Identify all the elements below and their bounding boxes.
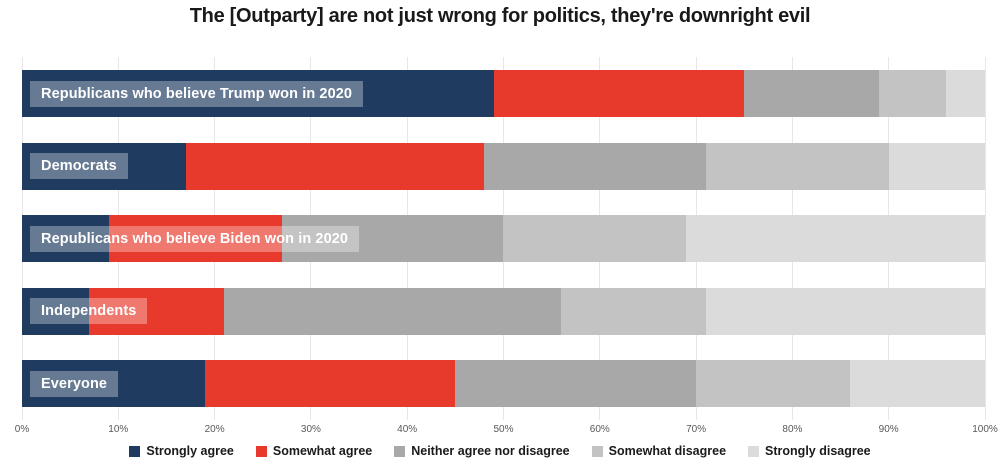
plot-area: Republicans who believe Trump won in 202… xyxy=(21,57,986,420)
bar-segment-somewhat-agree xyxy=(108,215,282,263)
bar-segment-neither-agree-nor-disagree xyxy=(224,287,562,335)
x-axis-tick-label: 20% xyxy=(204,424,225,435)
x-axis-tick-label: 50% xyxy=(493,424,514,435)
bar-segment-somewhat-agree xyxy=(204,360,456,408)
bar-segment-neither-agree-nor-disagree xyxy=(744,70,880,117)
legend: Strongly agree Somewhat agree Neither agre… xyxy=(0,444,1000,458)
x-axis-tick-label: 10% xyxy=(108,424,129,435)
legend-item: Somewhat disagree xyxy=(591,444,727,458)
x-axis-tick-label: 90% xyxy=(878,424,899,435)
bar-segment-somewhat-disagree xyxy=(705,142,889,190)
bar-segment-neither-agree-nor-disagree xyxy=(455,360,697,408)
bar-segment-strongly-agree xyxy=(22,360,205,408)
legend-swatch-icon xyxy=(129,445,141,457)
chart-title: The [Outparty] are not just wrong for po… xyxy=(189,5,811,27)
x-axis-tick-label: 30% xyxy=(300,424,321,435)
bar-segment-strongly-agree xyxy=(22,70,494,117)
gridline xyxy=(984,57,986,420)
legend-label: Neither agree nor disagree xyxy=(411,444,570,458)
bar-segment-somewhat-disagree xyxy=(561,287,706,335)
category-label: Republicans who believe Trump won in 202… xyxy=(30,80,364,107)
x-axis-tick-label: 100% xyxy=(972,424,998,435)
bar-segment-somewhat-agree xyxy=(493,70,745,117)
bar-segment-strongly-disagree xyxy=(850,360,985,408)
bar-segment-neither-agree-nor-disagree xyxy=(281,215,504,263)
legend-item: Strongly disagree xyxy=(748,444,871,458)
bar-row: Everyone xyxy=(22,360,985,408)
legend-item: Somewhat agree xyxy=(255,444,373,458)
legend-label: Strongly agree xyxy=(146,444,234,458)
bar-segment-neither-agree-nor-disagree xyxy=(484,142,706,190)
x-axis-tick-label: 80% xyxy=(782,424,803,435)
bar-row: Democrats xyxy=(22,142,985,190)
legend-swatch-icon xyxy=(394,445,406,457)
x-axis-tick-label: 0% xyxy=(14,424,30,435)
x-axis-tick-label: 40% xyxy=(397,424,418,435)
bar-segment-somewhat-disagree xyxy=(879,70,947,117)
bar-segment-somewhat-agree xyxy=(185,142,485,190)
bar-segment-strongly-agree xyxy=(22,215,109,263)
bar-segment-strongly-disagree xyxy=(705,287,985,335)
legend-label: Somewhat disagree xyxy=(608,444,727,458)
x-axis-tick-label: 70% xyxy=(686,424,707,435)
bar-segment-somewhat-agree xyxy=(89,287,225,335)
legend-item: Strongly agree xyxy=(129,444,234,458)
category-label: Democrats xyxy=(30,153,128,180)
legend-swatch-icon xyxy=(748,445,760,457)
category-label: Republicans who believe Biden won in 202… xyxy=(30,225,360,252)
bar-segment-strongly-disagree xyxy=(686,215,985,263)
legend-label: Somewhat agree xyxy=(272,444,373,458)
x-axis-tick-label: 60% xyxy=(589,424,610,435)
x-axis: 0% 10% 20% 30% 40% 50% 60% 70% 80% 90% 100% xyxy=(15,424,998,438)
bar-row: Republicans who believe Trump won in 202… xyxy=(22,70,985,117)
bar-segment-strongly-disagree xyxy=(946,70,985,117)
bar-segment-somewhat-disagree xyxy=(503,215,687,263)
bar-row: Republicans who believe Biden won in 202… xyxy=(22,215,985,263)
legend-label: Strongly disagree xyxy=(765,444,871,458)
bar-segment-strongly-disagree xyxy=(888,142,985,190)
bar-segment-strongly-agree xyxy=(22,142,186,190)
legend-swatch-icon xyxy=(591,445,603,457)
category-label: Independents xyxy=(30,298,148,325)
bar-segment-somewhat-disagree xyxy=(696,360,851,408)
category-label: Everyone xyxy=(30,370,119,397)
bar-row: Independents xyxy=(22,287,985,335)
legend-item: Neither agree nor disagree xyxy=(394,444,570,458)
bar-segment-strongly-agree xyxy=(22,287,90,335)
legend-swatch-icon xyxy=(255,445,267,457)
